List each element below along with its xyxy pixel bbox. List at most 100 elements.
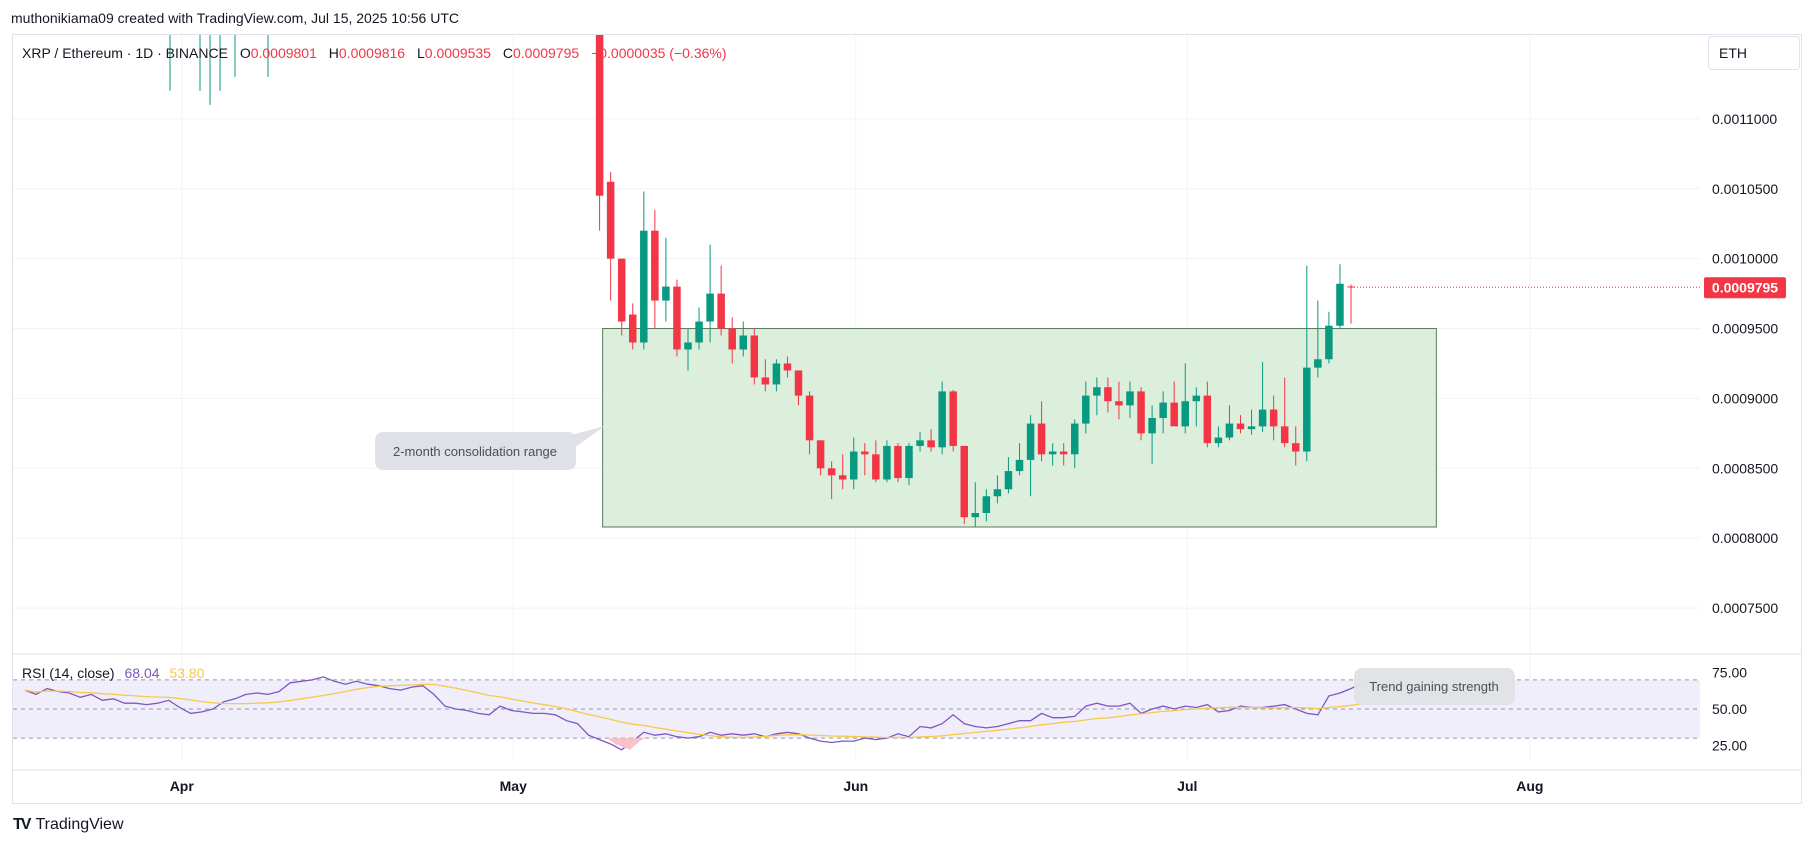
candle-body	[1292, 443, 1300, 452]
candle-body	[1071, 423, 1079, 455]
candle-body	[1104, 387, 1112, 402]
low-value: 0.0009535	[424, 45, 491, 61]
candle-body	[1203, 395, 1212, 444]
candle-body	[827, 468, 836, 476]
symbol-legend: XRP / Ethereum · 1D · BINANCE O0.0009801…	[22, 45, 727, 61]
candle-body	[1236, 423, 1245, 430]
rsi-label[interactable]: RSI (14, close)	[22, 665, 115, 681]
candle-body	[606, 181, 615, 259]
candle-body	[1280, 426, 1289, 444]
candle-body	[894, 445, 902, 479]
candle-body	[861, 451, 869, 455]
candle-body	[1192, 395, 1201, 402]
rsi-tick-label: 50.00	[1712, 701, 1747, 717]
range-callout-text: 2-month consolidation range	[393, 444, 557, 459]
price-tag	[1704, 277, 1786, 299]
candle-body	[960, 445, 968, 518]
candle-body	[1181, 401, 1189, 427]
candle-body	[938, 391, 946, 448]
tradingview-logo-icon: TV	[13, 816, 32, 833]
time-tick-label: Jun	[843, 778, 868, 794]
candle-body	[916, 440, 924, 446]
candle-body	[1115, 401, 1123, 406]
candle-body	[695, 321, 703, 343]
candle-body	[1325, 325, 1333, 360]
time-tick-label: Apr	[170, 778, 195, 794]
candle-body	[1126, 391, 1134, 406]
candle-body	[1170, 402, 1178, 427]
range-callout	[375, 432, 576, 470]
trend-callout	[1354, 668, 1515, 705]
rsi-ma-value: 53.80	[169, 665, 205, 681]
open-label: O	[239, 45, 251, 61]
change-value: −0.0000035 (−0.36%)	[591, 45, 727, 61]
candle-body	[883, 445, 891, 480]
price-tick-label: 0.0009000	[1712, 390, 1778, 406]
price-tick-label: 0.0010000	[1712, 251, 1778, 267]
candle-body	[651, 230, 659, 301]
price-tick-label: 0.0008500	[1712, 460, 1778, 476]
chart-frame	[12, 34, 1802, 804]
price-tag-text: 0.0009795	[1712, 279, 1778, 295]
time-tick-label: Aug	[1516, 778, 1543, 794]
candle-body	[1037, 423, 1046, 455]
price-tick-label: 0.0007500	[1712, 600, 1778, 616]
high-label: H	[328, 45, 339, 61]
candle-body	[684, 342, 692, 350]
candle-body	[1247, 426, 1256, 430]
rsi-tick-label: 75.00	[1712, 665, 1747, 681]
candle-body	[838, 475, 847, 480]
candle-body	[971, 513, 980, 518]
candle-body	[1269, 409, 1278, 427]
candle-body	[717, 293, 725, 329]
candle-body	[1026, 423, 1035, 460]
candle-body	[750, 335, 759, 378]
candle-body	[1258, 409, 1267, 427]
candle-body	[1159, 402, 1167, 418]
rsi-legend: RSI (14, close) 68.04 53.80	[22, 665, 204, 681]
price-tick-label: 0.0011000	[1712, 111, 1777, 127]
candle-body	[1214, 437, 1223, 444]
candle-body	[805, 395, 814, 441]
candle-body	[706, 293, 714, 322]
close-label: C	[502, 45, 513, 61]
candle-body	[993, 489, 1002, 497]
time-tick-label: May	[500, 778, 527, 794]
rsi-oversold-fill	[607, 738, 645, 750]
high-value: 0.0009816	[338, 45, 406, 61]
currency-button[interactable]: ETH	[1708, 36, 1800, 70]
time-tick-label: Jul	[1177, 778, 1197, 794]
chart-credit: muthonikiama09 created with TradingView.…	[11, 10, 459, 26]
candle-body	[1048, 451, 1057, 455]
rsi-line	[24, 676, 1363, 751]
candle-body	[949, 391, 957, 446]
candle-body	[772, 363, 781, 385]
tradingview-logo[interactable]: TV TradingView	[13, 816, 124, 834]
consolidation-box	[602, 328, 1437, 528]
candle-body	[1148, 417, 1156, 434]
candle-body	[1303, 367, 1311, 452]
price-tick-label: 0.0008000	[1712, 530, 1778, 546]
close-value: 0.0009795	[512, 45, 580, 61]
candle-body	[872, 454, 880, 480]
candle-body	[595, 35, 604, 196]
candle-body	[640, 230, 648, 343]
candle-body	[1015, 459, 1024, 472]
candle-body	[673, 286, 681, 350]
candle-body	[761, 377, 770, 385]
candle-body	[1059, 451, 1068, 455]
candle-body	[982, 496, 991, 514]
rsi-ma-line	[24, 683, 1363, 739]
rsi-tick-label: 25.00	[1712, 737, 1747, 753]
candle-body	[1336, 283, 1344, 326]
candle-body	[1004, 471, 1013, 490]
symbol-name[interactable]: XRP / Ethereum · 1D · BINANCE	[22, 45, 228, 61]
candle-body	[629, 314, 637, 343]
candle-body	[927, 440, 935, 448]
candle-body	[850, 451, 858, 480]
candle-body	[739, 335, 747, 350]
price-tick-label: 0.0010500	[1712, 181, 1778, 197]
candle-body	[662, 286, 670, 301]
candle-body	[816, 440, 825, 469]
